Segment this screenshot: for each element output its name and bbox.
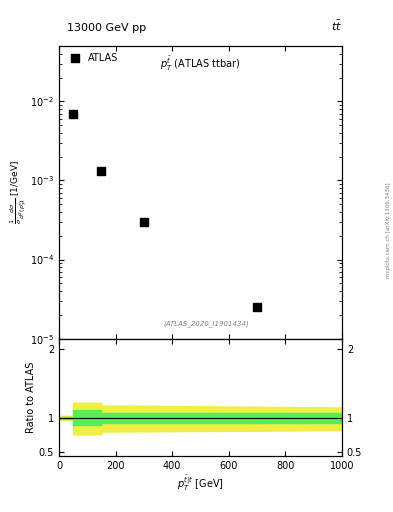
Text: 13000 GeV pp: 13000 GeV pp bbox=[67, 23, 146, 33]
Text: mcplots.cern.ch [arXiv:1306.3436]: mcplots.cern.ch [arXiv:1306.3436] bbox=[386, 183, 391, 278]
Text: $t\bar{t}$: $t\bar{t}$ bbox=[331, 19, 342, 33]
Y-axis label: Ratio to ATLAS: Ratio to ATLAS bbox=[26, 361, 36, 433]
X-axis label: $p^{\bar{t}|t}_T$ [GeV]: $p^{\bar{t}|t}_T$ [GeV] bbox=[177, 473, 224, 493]
ATLAS bbox=[98, 167, 105, 176]
ATLAS bbox=[70, 110, 76, 118]
ATLAS bbox=[141, 218, 147, 226]
Legend: ATLAS: ATLAS bbox=[64, 51, 120, 65]
Y-axis label: $\frac{1}{\sigma}\frac{d\sigma}{d^2(p_T^{\bar{t}})}$ [1/GeV]: $\frac{1}{\sigma}\frac{d\sigma}{d^2(p_T^… bbox=[8, 160, 29, 224]
ATLAS bbox=[254, 303, 260, 311]
Text: $p_T^{\bar{t}}$ (ATLAS ttbar): $p_T^{\bar{t}}$ (ATLAS ttbar) bbox=[160, 55, 241, 73]
Text: (ATLAS_2020_I1901434): (ATLAS_2020_I1901434) bbox=[163, 320, 249, 327]
